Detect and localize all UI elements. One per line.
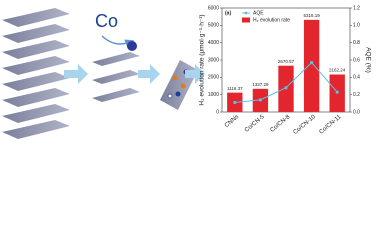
y2-tick-label: 1.2 xyxy=(353,5,360,11)
x-tick-label: Co/CN-10 xyxy=(293,114,318,136)
point xyxy=(284,86,288,90)
exfoliated-sheets xyxy=(92,52,140,102)
value-label: 1337.29 xyxy=(252,82,269,87)
point xyxy=(233,100,237,105)
legend-swatch xyxy=(244,11,248,15)
panel-label: (a) xyxy=(225,10,231,16)
y2-tick-label: 0.0 xyxy=(353,109,360,115)
y-tick-label: 3000 xyxy=(208,57,219,63)
y2-tick-label: 0.6 xyxy=(353,57,360,63)
value-label: 5316.19 xyxy=(303,13,320,18)
legend-label: AQE xyxy=(253,10,264,16)
legend-label: H₂ evolution rate xyxy=(253,17,290,23)
y-tick-label: 6000 xyxy=(208,5,219,11)
legend-swatch xyxy=(242,17,250,23)
arrow xyxy=(185,64,205,84)
co-doped-sheet xyxy=(160,60,198,110)
y2-tick-label: 0.2 xyxy=(353,92,360,98)
x-tick-label: CNNs xyxy=(224,114,240,129)
layer-stack xyxy=(2,8,70,139)
y2-tick-label: 1.0 xyxy=(353,23,360,29)
x-tick-label: Co/CN-11 xyxy=(319,114,343,136)
x-tick-label: Co/CN-8 xyxy=(270,114,292,134)
arrow xyxy=(138,64,160,84)
point xyxy=(258,98,262,102)
element-label: Co xyxy=(95,11,118,31)
schematic: Co xyxy=(2,8,205,139)
point xyxy=(310,61,314,65)
y2-tick-label: 0.8 xyxy=(353,40,360,46)
value-label: 2670.57 xyxy=(278,59,295,64)
chart: 0 1000 2000 3000 4000 5000 6000 0.0 0.2 0.4 0.6 0.8… xyxy=(199,5,372,136)
y2-tick-label: 0.4 xyxy=(353,75,360,81)
point xyxy=(335,90,339,94)
y-tick-label: 5000 xyxy=(208,23,219,29)
cobalt-atom xyxy=(127,41,137,51)
x-tick-label: Co/CN-5 xyxy=(244,114,266,134)
y-axis-label: H₂ evolution rate (μmol·g⁻¹·h⁻¹) xyxy=(199,14,206,105)
curved-arrow xyxy=(101,35,135,48)
y-tick-label: 2000 xyxy=(208,75,219,81)
y-tick-label: 4000 xyxy=(208,40,219,46)
arrow xyxy=(64,64,88,84)
value-label: 1116.37 xyxy=(227,86,243,91)
bar xyxy=(303,19,320,112)
y-tick-label: 0 xyxy=(216,109,219,115)
value-label: 2162.24 xyxy=(329,68,346,73)
y-tick-label: 1000 xyxy=(208,92,219,98)
y2-axis-label: AQE (%) xyxy=(364,47,371,73)
figure: Co 0 1000 2000 3000 4000 5000 6000 0.0 0.2 0.4 0.6… xyxy=(2,5,372,139)
